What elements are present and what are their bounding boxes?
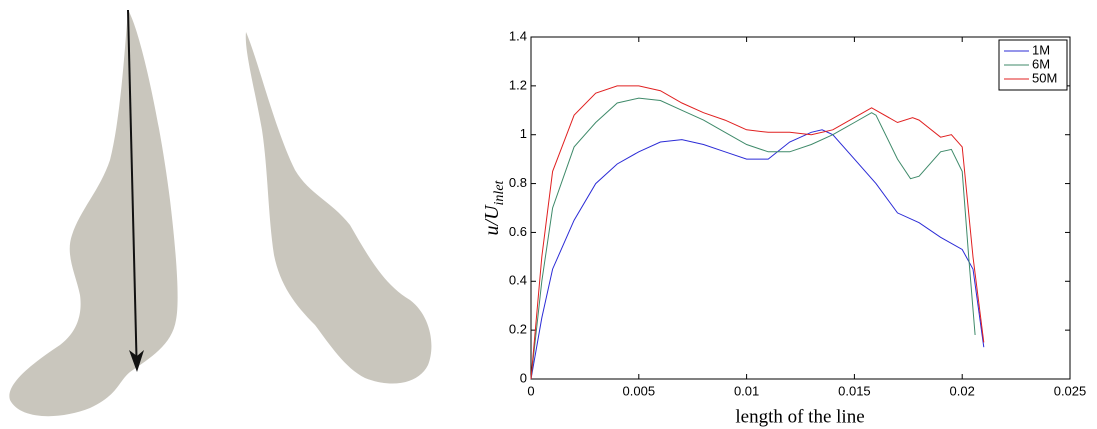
legend-label: 6M	[1032, 56, 1050, 71]
x-tick-label: 0.015	[838, 383, 871, 398]
series-line	[530, 97, 976, 380]
chart: length of the line u/Uinlet	[481, 179, 865, 427]
shape-left	[9, 10, 178, 417]
plot-frame	[530, 36, 1071, 380]
y-tick-label: 0.4	[509, 273, 527, 288]
y-axis-label-main: u/U	[481, 204, 503, 236]
arrow-line	[127, 9, 138, 359]
x-tick-label: 0.01	[734, 383, 759, 398]
x-tick-label: 0.005	[623, 383, 656, 398]
y-tick-label: 0.2	[509, 322, 527, 337]
shape-right	[245, 32, 432, 384]
y-tick-label: 0.8	[509, 175, 527, 190]
y-tick-label: 1.4	[509, 28, 527, 43]
y-axis-label: u/Uinlet	[481, 179, 507, 235]
x-tick-label: 0	[527, 383, 534, 398]
y-tick-label: 1.2	[509, 77, 527, 92]
legend-label: 1M	[1032, 42, 1050, 57]
x-tick-label: 0.02	[950, 383, 975, 398]
y-tick-label: 1	[520, 126, 527, 141]
arrow-head	[129, 350, 144, 372]
legend-label: 50M	[1032, 70, 1057, 85]
x-tick-label: 0.025	[1054, 383, 1087, 398]
y-tick-label: 0	[520, 370, 527, 385]
y-tick-label: 0.6	[509, 224, 527, 239]
y-axis-label-sub: inlet	[492, 179, 507, 205]
series-line	[530, 129, 985, 380]
series-line	[530, 85, 985, 380]
x-axis-label: length of the line	[735, 406, 864, 427]
